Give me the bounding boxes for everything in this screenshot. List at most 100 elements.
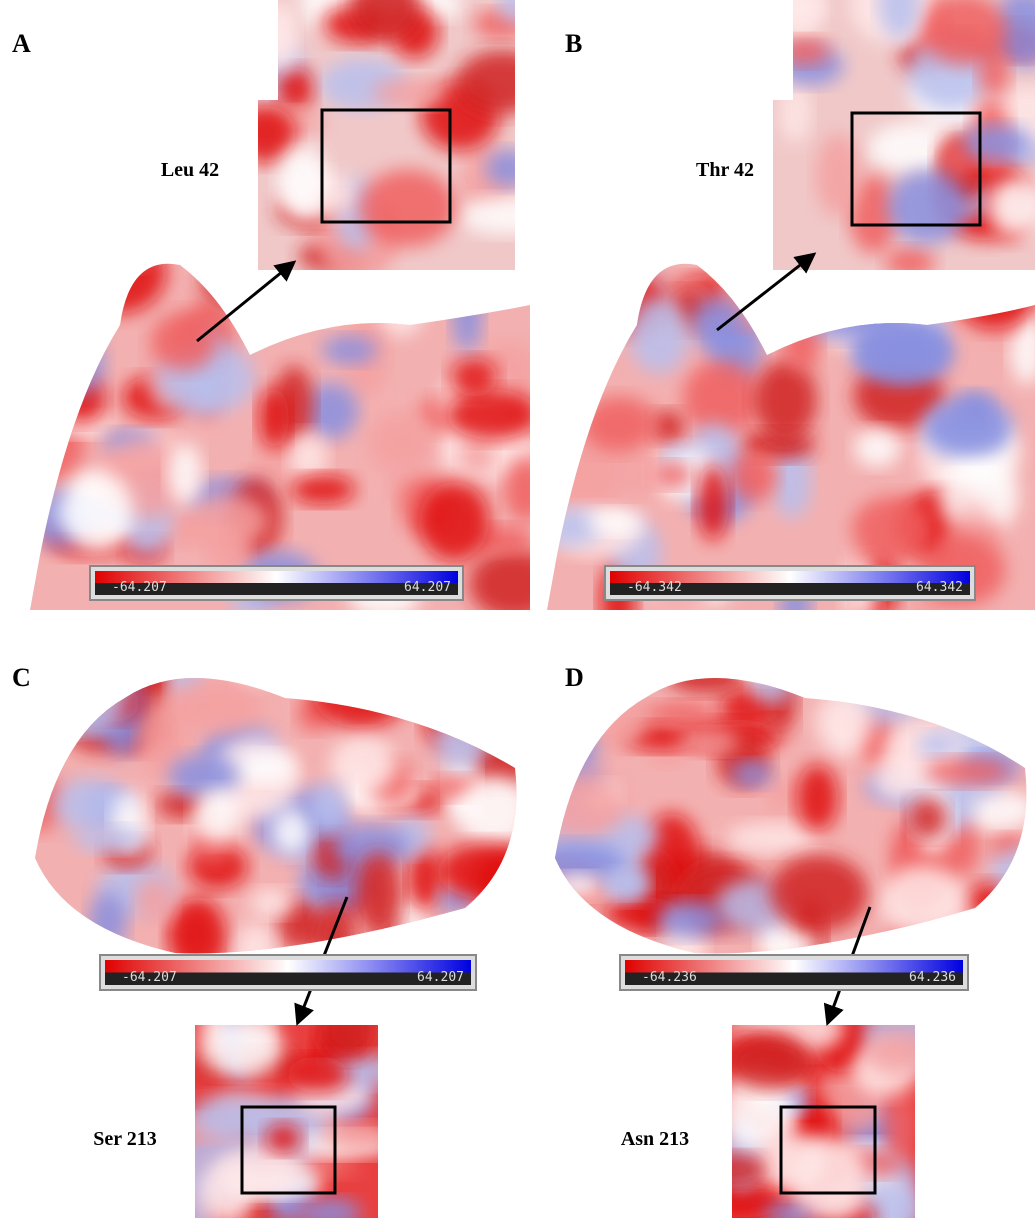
residue-label: Thr 42 [696, 159, 754, 181]
surface-patch [377, 267, 426, 337]
scale-max: 64.236 [909, 970, 956, 985]
inset-surface [733, 0, 1035, 278]
surface-patch [199, 1020, 283, 1078]
surface-patch [312, 653, 410, 728]
surface-patch [382, 638, 466, 687]
surface-patch [815, 134, 861, 217]
surface-patch [791, 1138, 867, 1218]
surface-patch [652, 462, 692, 488]
surface-patch [582, 397, 658, 452]
panel-label: C [12, 663, 31, 692]
surface-patch [866, 1031, 930, 1073]
surface-patch [373, 78, 447, 107]
scale-max: 64.207 [404, 580, 451, 595]
surface-patch [46, 239, 105, 304]
surface-patch [729, 451, 777, 502]
panel-label: D [565, 663, 584, 692]
figure: -64.20764.207ALeu 42-64.34264.342BThr 42… [0, 0, 1035, 1218]
surface-patch [854, 429, 900, 468]
surface-patch [925, 758, 1012, 786]
surface-patch [942, 661, 972, 704]
surface-patch [646, 702, 718, 726]
surface-patch [330, 736, 397, 793]
surface-patch [552, 874, 602, 899]
surface-patch [754, 360, 817, 441]
surface-patch [44, 331, 104, 395]
surface-patch [1001, 875, 1035, 938]
surface-patch [691, 297, 744, 352]
surface-patch [731, 761, 773, 787]
scale-min: -64.236 [642, 970, 697, 985]
surface-patch [879, 865, 967, 937]
surface-patch [629, 297, 689, 374]
surface-patch [272, 809, 311, 856]
scale-max: 64.207 [417, 970, 464, 985]
surface-patch [433, 712, 489, 768]
surface-patch [48, 660, 126, 734]
surface-patch [74, 826, 145, 852]
protein-surface [510, 638, 1035, 993]
residue-label: Ser 213 [93, 1128, 157, 1150]
protein-surface [0, 232, 571, 619]
surface-patch [291, 475, 355, 505]
surface-patch [151, 312, 218, 370]
surface-patch [561, 306, 602, 361]
surface-patch [193, 790, 242, 843]
surface-patch [703, 1154, 766, 1185]
surface-patch [322, 336, 377, 365]
surface-patch [815, 690, 872, 754]
surface-patch [236, 752, 295, 783]
surface-patch [168, 443, 202, 505]
surface-patch [309, 781, 347, 831]
surface-patch [258, 387, 288, 448]
surface-patch [679, 730, 739, 754]
surface-patch [30, 635, 122, 717]
surface-patch [236, 637, 268, 687]
surface-patch [438, 843, 537, 900]
surface-patch [459, 197, 554, 235]
surface-patch [589, 688, 647, 748]
surface-patch [321, 1003, 377, 1059]
inset-white-corner [773, 0, 793, 100]
surface-patch [657, 901, 723, 937]
surface-patch [70, 232, 166, 314]
surface-patch [767, 776, 798, 811]
surface-patch [728, 1035, 813, 1090]
surface-patch [796, 764, 838, 831]
panel-label: B [565, 29, 582, 58]
surface-patch [469, 550, 559, 619]
surface-patch [0, 357, 69, 407]
surface-patch [235, 106, 296, 163]
surface-patch [588, 509, 642, 534]
surface-patch [289, 433, 328, 480]
residue-label: Asn 213 [621, 1128, 689, 1150]
surface-patch [164, 680, 263, 733]
surface-patch [249, 889, 293, 917]
surface-patch [667, 658, 746, 694]
surface-patch [843, 270, 925, 324]
surface-patch [61, 471, 132, 553]
protein-surface [3, 635, 565, 988]
surface-patch [539, 707, 600, 772]
surface-patch [287, 1057, 349, 1093]
surface-patch [168, 754, 238, 798]
scale-max: 64.342 [916, 580, 963, 595]
surface-patch [357, 852, 401, 935]
surface-patch [320, 1123, 390, 1148]
surface-patch [410, 677, 461, 705]
surface-patch [885, 247, 935, 277]
surface-patch [571, 935, 602, 974]
surface-patch [458, 776, 529, 846]
surface-patch [50, 258, 93, 300]
surface-patch [741, 638, 806, 680]
surface-patch [3, 713, 97, 737]
surface-patch [539, 771, 625, 839]
arrow [717, 255, 813, 330]
surface-patch [218, 1146, 303, 1199]
surface-patch [565, 248, 650, 273]
surface-patch [190, 1095, 275, 1140]
surface-patch [486, 149, 533, 187]
surface-patch [265, 1124, 302, 1153]
